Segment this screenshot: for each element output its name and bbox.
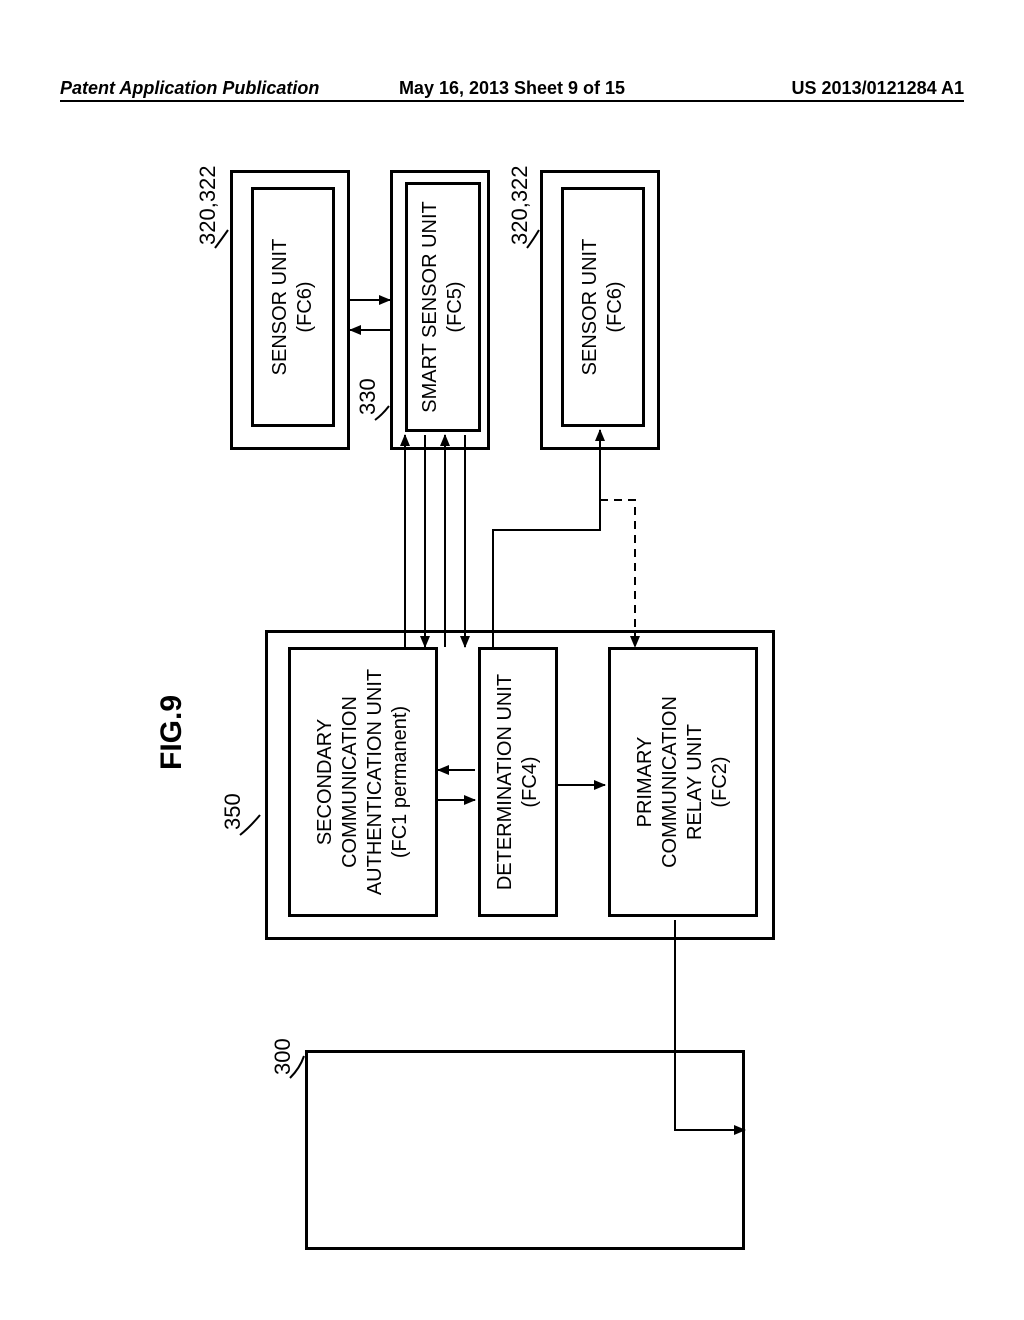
diagram-area: FIG.9 300 SECONDARY COMMUNICATION AUTHEN…	[155, 140, 875, 1260]
smart-line2: (FC5)	[443, 281, 468, 332]
det-line2: (FC4)	[518, 756, 543, 807]
node-sensor-bottom: SENSOR UNIT (FC6)	[561, 187, 645, 427]
ref-350: 350	[220, 793, 246, 830]
sensor-top-line2: (FC6)	[293, 281, 318, 332]
node-relay: PRIMARY COMMUNICATION RELAY UNIT (FC2)	[608, 647, 758, 917]
page: Patent Application Publication May 16, 2…	[0, 0, 1024, 1320]
figure-label: FIG.9	[155, 695, 189, 770]
block-smart-sensor: SMART SENSOR UNIT (FC5)	[390, 170, 490, 450]
block-300	[305, 1050, 745, 1250]
relay-line4: (FC2)	[708, 756, 733, 807]
ref-330: 330	[355, 378, 381, 415]
ref-320a: 320,322	[195, 165, 221, 245]
auth-line2: COMMUNICATION	[338, 696, 363, 868]
auth-line3: AUTHENTICATION UNIT	[363, 669, 388, 895]
det-line1: DETERMINATION UNIT	[493, 674, 518, 890]
header-right: US 2013/0121284 A1	[792, 78, 964, 99]
sensor-bot-line1: SENSOR UNIT	[578, 239, 603, 376]
node-smart-sensor: SMART SENSOR UNIT (FC5)	[405, 182, 481, 432]
smart-line1: SMART SENSOR UNIT	[418, 201, 443, 413]
node-determination: DETERMINATION UNIT (FC4)	[478, 647, 558, 917]
block-350: SECONDARY COMMUNICATION AUTHENTICATION U…	[265, 630, 775, 940]
block-sensor-top: SENSOR UNIT (FC6)	[230, 170, 350, 450]
relay-line1: PRIMARY	[633, 737, 658, 828]
node-auth: SECONDARY COMMUNICATION AUTHENTICATION U…	[288, 647, 438, 917]
ref-320b: 320,322	[507, 165, 533, 245]
relay-line3: RELAY UNIT	[683, 724, 708, 840]
block-sensor-bottom: SENSOR UNIT (FC6)	[540, 170, 660, 450]
auth-line4: (FC1 permanent)	[388, 706, 413, 858]
ref-300: 300	[270, 1038, 296, 1075]
sensor-bot-line2: (FC6)	[603, 281, 628, 332]
block-diagram: FIG.9 300 SECONDARY COMMUNICATION AUTHEN…	[155, 150, 875, 1250]
header-rule	[60, 100, 964, 102]
header-left: Patent Application Publication	[60, 78, 319, 99]
node-sensor-top: SENSOR UNIT (FC6)	[251, 187, 335, 427]
header-center: May 16, 2013 Sheet 9 of 15	[399, 78, 625, 99]
relay-line2: COMMUNICATION	[658, 696, 683, 868]
auth-line1: SECONDARY	[313, 719, 338, 845]
sensor-top-line1: SENSOR UNIT	[268, 239, 293, 376]
